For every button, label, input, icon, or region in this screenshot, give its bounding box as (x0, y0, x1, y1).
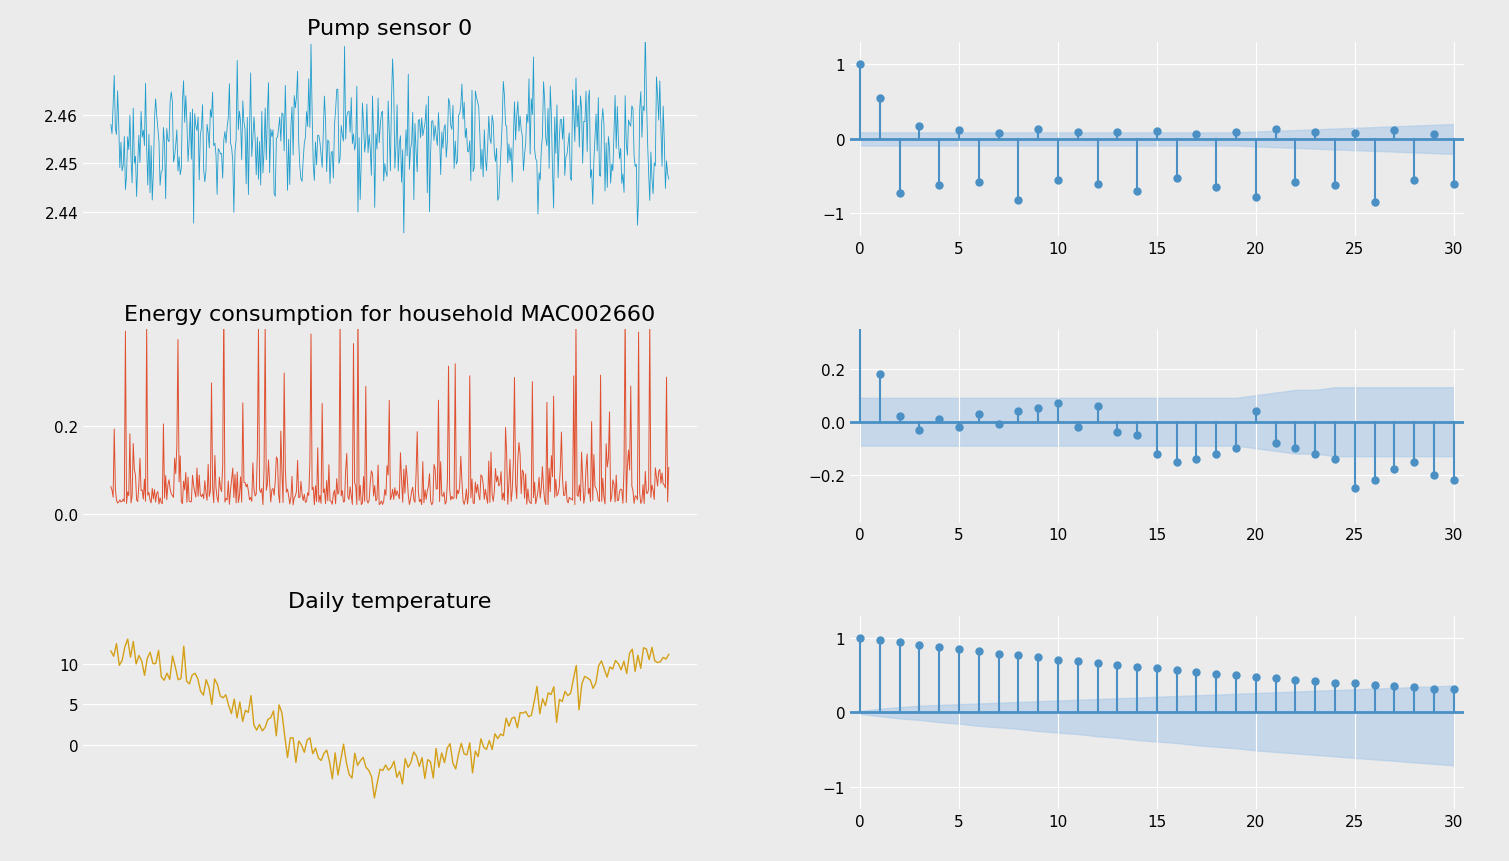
Title: Pump sensor 0: Pump sensor 0 (308, 19, 472, 39)
Title: Energy consumption for household MAC002660: Energy consumption for household MAC0026… (124, 305, 655, 325)
Title: Daily temperature: Daily temperature (288, 592, 492, 611)
